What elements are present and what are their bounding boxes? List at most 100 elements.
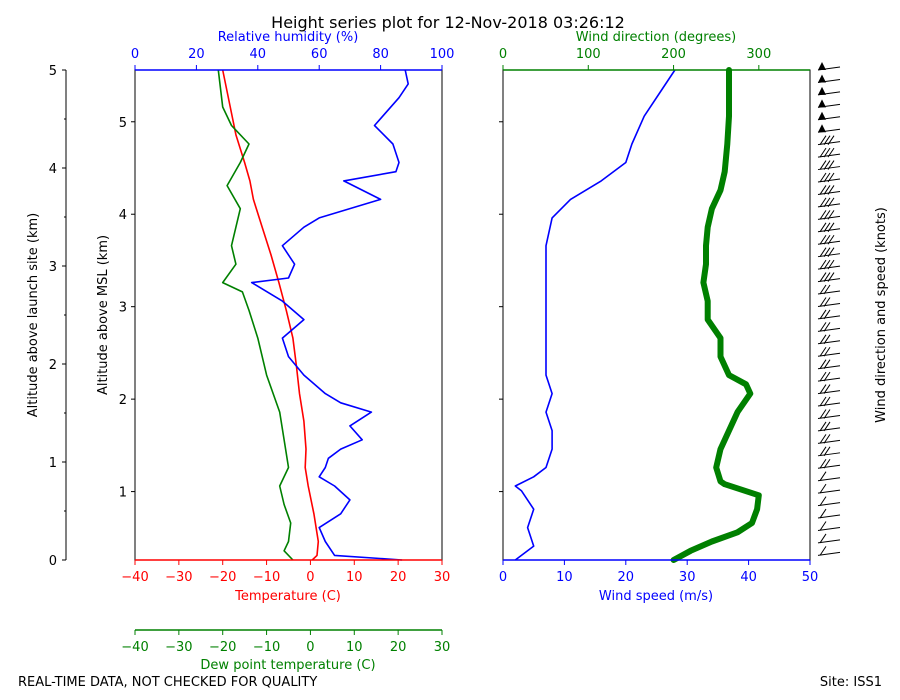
speed-tick-label: 0 (499, 570, 507, 585)
wind-panel: 0 10 20 30 40 50 0 100 200 300 Wind speed (m/s) W… (499, 30, 889, 604)
wind-barb (817, 521, 841, 531)
speed-tick-label: 50 (802, 570, 819, 585)
wind-barb (817, 74, 841, 83)
wind-barb (817, 185, 841, 195)
temp-tick-label: −20 (209, 570, 236, 585)
wind-barbs-label: Wind direction and speed (knots) (874, 207, 889, 423)
wind-barb (817, 322, 841, 332)
wind-barb (817, 483, 841, 494)
thermo-panel: 0 1 2 3 4 5 Altitude above launch site (km) A… (26, 30, 454, 673)
msl-tick-label: 2 (119, 393, 127, 408)
rh-tick-label: 60 (311, 47, 328, 62)
wind-barb (817, 172, 841, 183)
temp-tick-label: 20 (390, 570, 407, 585)
wind-barb (817, 297, 841, 307)
speed-tick-label: 20 (618, 570, 635, 585)
outer-altitude-axis: 0 1 2 3 4 5 (49, 64, 67, 569)
dewpoint-line (217, 69, 294, 561)
msl-tick-label: 1 (119, 486, 127, 501)
dew-tick-label: 10 (346, 640, 363, 655)
humidity-axis-label: Relative humidity (%) (218, 30, 359, 45)
temp-tick-label: −10 (253, 570, 280, 585)
wind-barb (817, 384, 841, 395)
direction-tick-label: 200 (661, 47, 686, 62)
chart-title: Height series plot for 12-Nov-2018 03:26… (271, 13, 625, 32)
temp-tick-label: 0 (306, 570, 314, 585)
direction-tick-label: 0 (499, 47, 507, 62)
temp-tick-label: −30 (165, 570, 192, 585)
wind-barb (817, 259, 841, 270)
wind-barb (817, 197, 841, 208)
outer-tick-label: 5 (49, 64, 57, 79)
wind-barb (817, 446, 841, 457)
quality-notice: REAL-TIME DATA, NOT CHECKED FOR QUALITY (18, 675, 317, 690)
dew-tick-label: 30 (434, 640, 451, 655)
wind-barb (817, 434, 841, 444)
outer-tick-label: 4 (49, 162, 57, 177)
msl-altitude-label: Altitude above MSL (km) (96, 235, 111, 395)
temperature-line (221, 69, 320, 561)
rh-tick-label: 100 (430, 47, 455, 62)
wind-barb (817, 160, 841, 171)
wind-direction-line (670, 67, 762, 563)
dew-tick-label: −40 (121, 640, 148, 655)
wind-barb (817, 471, 841, 482)
wind-barb (817, 234, 841, 245)
outer-tick-label: 2 (49, 358, 57, 373)
wind-barb (817, 396, 841, 407)
direction-tick-label: 100 (576, 47, 601, 62)
speed-tick-label: 10 (556, 570, 573, 585)
wind-barb (817, 346, 841, 357)
wind-barb (817, 309, 841, 320)
wind-barb (817, 334, 841, 345)
thermo-plot-frame (134, 69, 443, 561)
wind-barb (817, 284, 841, 295)
wind-barb (817, 124, 841, 133)
wind-barb (817, 371, 841, 382)
wind-barb (817, 359, 841, 370)
wind-plot-frame (502, 69, 811, 561)
wind-barb (817, 458, 841, 469)
wind-barb (817, 508, 841, 519)
dew-tick-label: −10 (253, 640, 280, 655)
dew-tick-label: −20 (209, 640, 236, 655)
temp-tick-label: 10 (346, 570, 363, 585)
rh-tick-label: 80 (372, 47, 389, 62)
rh-tick-label: 20 (188, 47, 205, 62)
wind-barb (817, 62, 841, 71)
wind-barb (817, 496, 841, 507)
direction-tick-label: 300 (746, 47, 771, 62)
dewpoint-axis-label: Dew point temperature (C) (200, 658, 375, 673)
wind-barb (817, 222, 841, 233)
wind-barb (817, 135, 841, 146)
outer-tick-label: 1 (49, 456, 57, 471)
wind-direction-axis-label: Wind direction (degrees) (576, 30, 736, 45)
wind-barb (817, 409, 841, 419)
site-label: Site: ISS1 (820, 675, 882, 690)
wind-barb (817, 99, 841, 108)
speed-tick-label: 40 (740, 570, 757, 585)
msl-tick-label: 3 (119, 301, 127, 316)
dew-tick-label: 20 (390, 640, 407, 655)
wind-barb (817, 272, 841, 283)
dew-tick-label: 0 (306, 640, 314, 655)
wind-barb (817, 210, 841, 220)
wind-barb (817, 533, 841, 544)
wind-barb (817, 247, 841, 258)
rh-tick-label: 0 (131, 47, 139, 62)
humidity-line (250, 69, 410, 561)
temperature-axis-label: Temperature (C) (234, 589, 341, 604)
dew-tick-label: −30 (165, 640, 192, 655)
msl-tick-label: 5 (119, 116, 127, 131)
wind-barb (817, 111, 841, 121)
wind-barb (817, 546, 841, 556)
wind-barb (817, 147, 841, 158)
outer-altitude-label: Altitude above launch site (km) (26, 213, 41, 417)
outer-tick-label: 0 (49, 554, 57, 569)
wind-barb (817, 421, 841, 432)
outer-tick-label: 3 (49, 260, 57, 275)
temp-tick-label: −40 (121, 570, 148, 585)
rh-tick-label: 40 (250, 47, 267, 62)
temp-tick-label: 30 (434, 570, 451, 585)
